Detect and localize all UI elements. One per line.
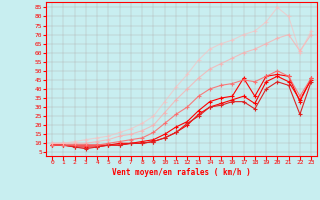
X-axis label: Vent moyen/en rafales ( km/h ): Vent moyen/en rafales ( km/h ): [112, 168, 251, 177]
